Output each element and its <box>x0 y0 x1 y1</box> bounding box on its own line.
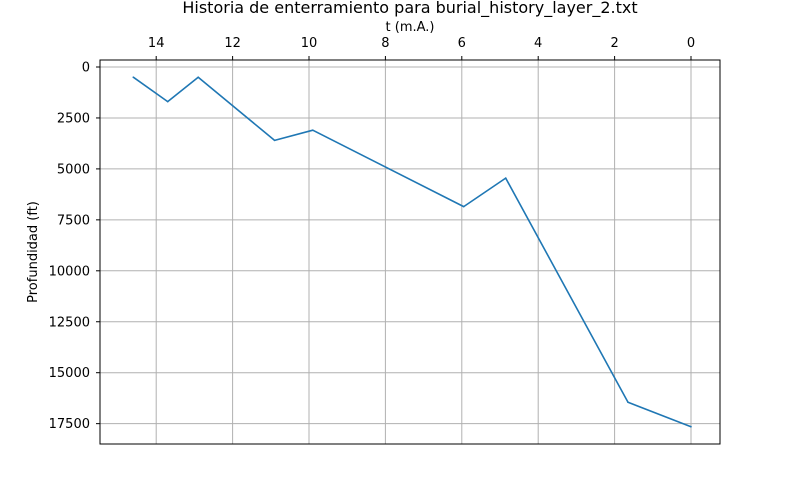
y-tick-label: 12500 <box>49 315 90 330</box>
data-point <box>132 76 135 78</box>
x-tick-label: 10 <box>301 36 318 51</box>
y-tick-label: 10000 <box>49 264 90 279</box>
y-tick-label: 17500 <box>49 417 90 432</box>
data-point <box>690 425 692 428</box>
data-point <box>627 401 629 404</box>
burial-history-line <box>132 76 692 428</box>
y-tick-label: 5000 <box>57 162 90 177</box>
y-tick-label: 15000 <box>49 366 90 381</box>
data-point <box>312 129 314 131</box>
x-tick-label: 8 <box>381 36 389 51</box>
x-tick-label: 2 <box>610 36 618 51</box>
x-tick-label: 12 <box>224 36 241 51</box>
data-point <box>504 177 507 179</box>
x-tick-label: 6 <box>458 36 466 51</box>
y-axis-label: Profundidad (ft) <box>26 201 41 303</box>
x-tick-label: 4 <box>534 36 542 51</box>
plot-frame <box>99 59 721 445</box>
y-tick-label: 2500 <box>57 111 90 126</box>
y-tick-label: 0 <box>82 61 90 76</box>
x-axis-label: t (m.A.) <box>386 20 435 35</box>
series-layer <box>132 76 692 428</box>
x-tick-label: 14 <box>148 36 165 51</box>
ticks: 14 12 10 8 6 4 2 0 0 2500 5000 7500 10000 12500 15000 1… <box>49 36 696 432</box>
data-point <box>273 139 276 142</box>
x-tick-label: 0 <box>687 36 695 51</box>
data-point <box>166 100 169 103</box>
grid <box>100 60 720 444</box>
data-point <box>462 205 465 208</box>
y-tick-label: 7500 <box>57 213 90 228</box>
data-point <box>197 76 200 78</box>
chart-title: Historia de enterramiento para burial_hi… <box>182 0 637 18</box>
